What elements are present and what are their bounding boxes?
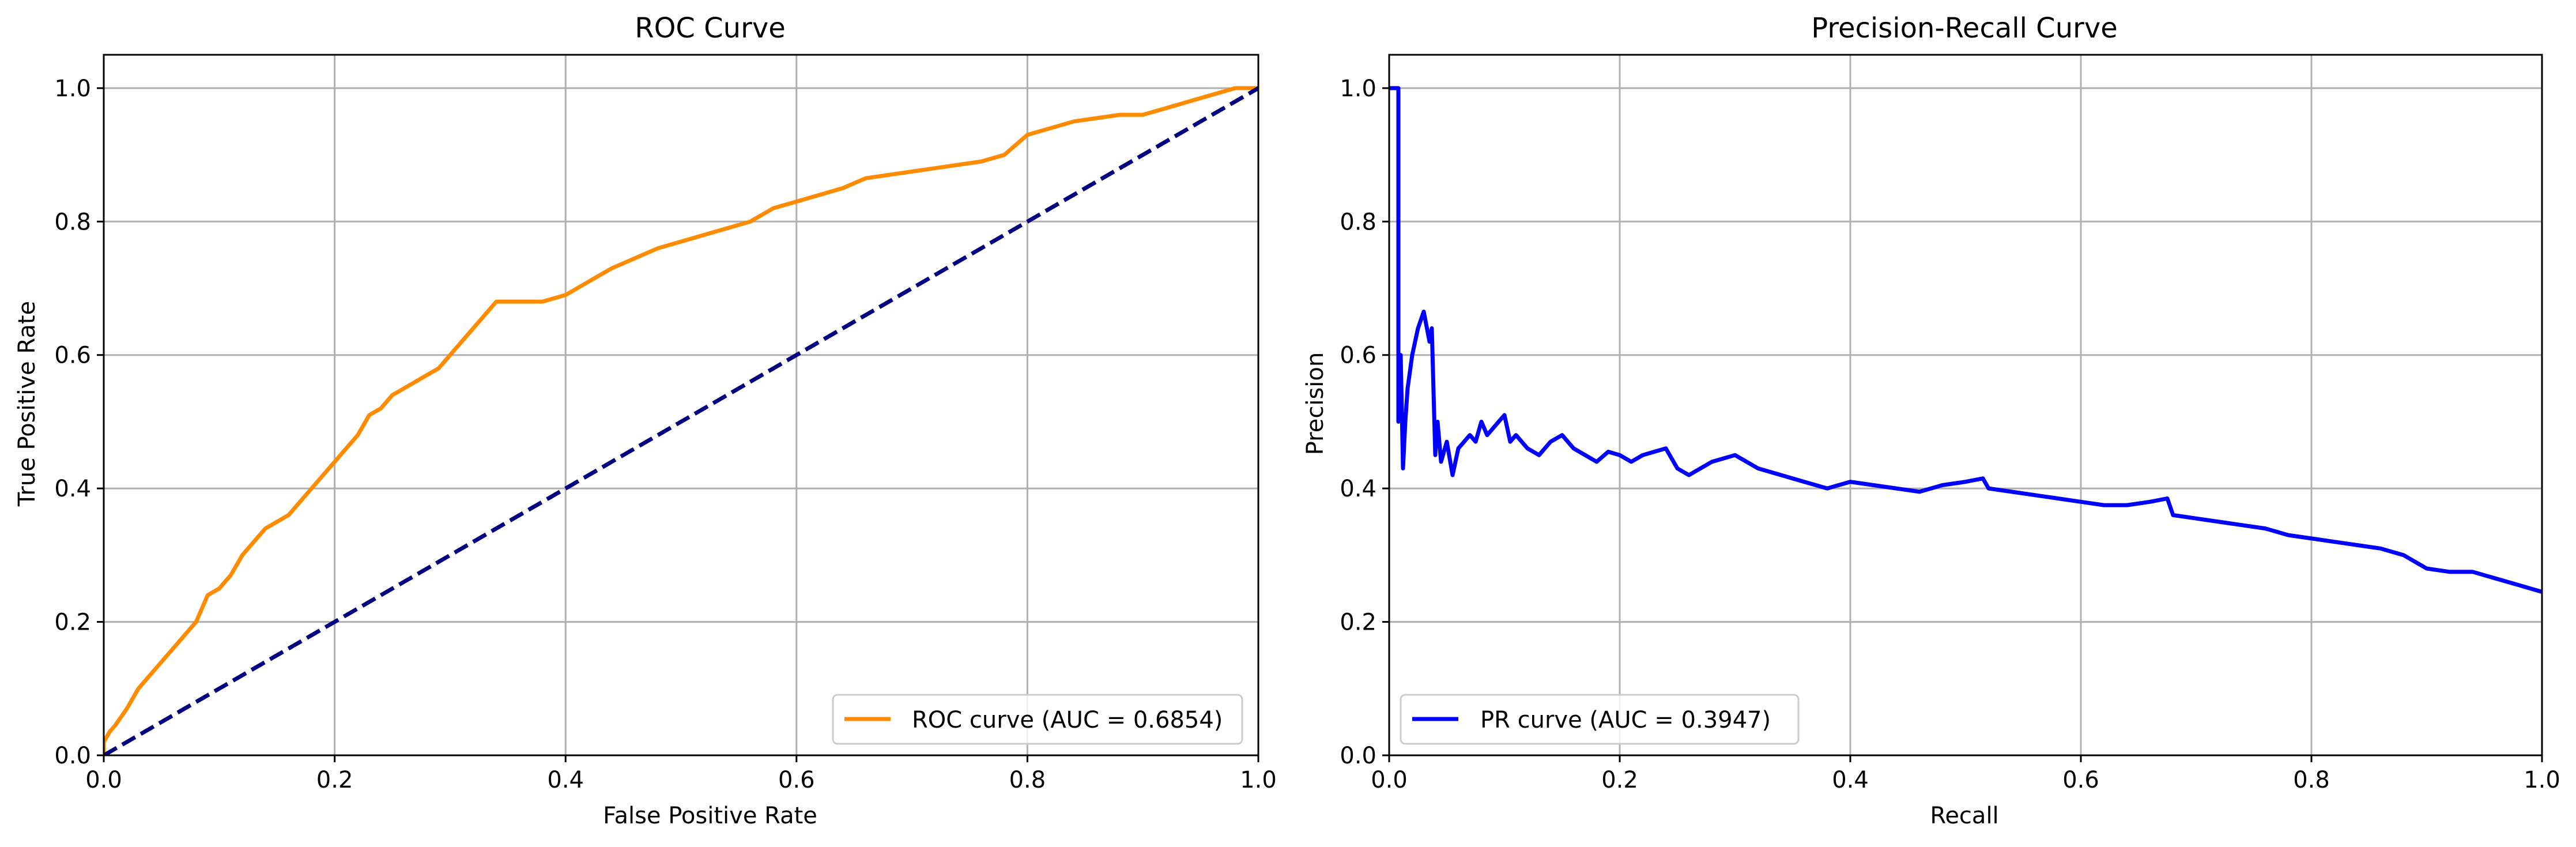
roc-series-group bbox=[104, 86, 1258, 755]
roc-y-axis-label: True Positive Rate bbox=[14, 301, 40, 507]
roc-x-tick-label: 0.4 bbox=[547, 767, 584, 793]
pr-legend-box bbox=[1400, 694, 1800, 745]
roc-legend-label: ROC curve (AUC = 0.6854) bbox=[912, 707, 1223, 733]
roc-legend: ROC curve (AUC = 0.6854) bbox=[832, 694, 1243, 745]
pr-x-tick-label: 0.2 bbox=[1601, 767, 1638, 793]
pr-y-tick-label: 0.0 bbox=[1340, 743, 1376, 769]
roc-x-tick-label: 0.8 bbox=[1009, 767, 1046, 793]
roc-x-tick-label: 0.6 bbox=[778, 767, 815, 793]
roc-y-tick-label: 1.0 bbox=[54, 76, 91, 102]
roc-panel: ROC Curve 0.0 0.2 0.4 0.6 0.8 1.0 0.0 0.2 0.4 0.6… bbox=[14, 12, 1277, 829]
roc-plot-area: 0.0 0.2 0.4 0.6 0.8 1.0 0.0 0.2 0.4 0.6 0.8 1.0 bbox=[54, 54, 1277, 793]
roc-x-tick-label: 0.0 bbox=[85, 767, 122, 793]
roc-title: ROC Curve bbox=[635, 12, 786, 44]
roc-y-tick-label: 0.2 bbox=[54, 609, 91, 636]
pr-y-axis-label: Precision bbox=[1302, 352, 1329, 455]
pr-series-line-0 bbox=[1389, 86, 2542, 594]
pr-y-tick-label: 0.2 bbox=[1340, 609, 1376, 636]
roc-y-tick-label: 0.6 bbox=[54, 342, 91, 369]
roc-x-tick-label: 1.0 bbox=[1240, 767, 1277, 793]
pr-ticks: 0.0 0.2 0.4 0.6 0.8 1.0 0.0 0.2 0.4 0.6 0.8 1.0 bbox=[1340, 76, 2560, 793]
pr-panel: Precision-Recall Curve 0.0 0.2 0.4 0.6 0.8 1.… bbox=[1302, 12, 2560, 829]
pr-series-group bbox=[1389, 86, 2542, 594]
roc-series-line-1 bbox=[104, 86, 1258, 755]
pr-legend-label: PR curve (AUC = 0.3947) bbox=[1480, 707, 1771, 733]
pr-y-tick-label: 0.4 bbox=[1340, 476, 1376, 502]
pr-x-tick-label: 0.8 bbox=[2293, 767, 2330, 793]
pr-grid bbox=[1388, 55, 2543, 756]
pr-y-tick-label: 0.6 bbox=[1340, 342, 1376, 369]
roc-series-line-0 bbox=[104, 86, 1258, 755]
roc-grid bbox=[103, 55, 1259, 756]
pr-plot-area: 0.0 0.2 0.4 0.6 0.8 1.0 0.0 0.2 0.4 0.6 0.8 1.0 bbox=[1340, 54, 2560, 793]
roc-y-tick-label: 0.8 bbox=[54, 209, 91, 235]
pr-x-tick-label: 0.6 bbox=[2062, 767, 2099, 793]
pr-x-axis-label: Recall bbox=[1930, 803, 1998, 829]
pr-x-tick-label: 0.4 bbox=[1832, 767, 1869, 793]
pr-axes-frame bbox=[1388, 54, 2543, 756]
pr-y-tick-label: 1.0 bbox=[1340, 76, 1376, 102]
pr-y-tick-label: 0.8 bbox=[1340, 209, 1376, 235]
pr-title: Precision-Recall Curve bbox=[1811, 12, 2118, 44]
roc-x-axis-label: False Positive Rate bbox=[603, 803, 817, 829]
pr-x-tick-label: 1.0 bbox=[2524, 767, 2560, 793]
roc-axes-frame bbox=[103, 54, 1259, 756]
pr-legend: PR curve (AUC = 0.3947) bbox=[1400, 694, 1800, 745]
roc-x-tick-label: 0.2 bbox=[316, 767, 353, 793]
roc-y-tick-label: 0.0 bbox=[54, 743, 91, 769]
roc-legend-box bbox=[832, 694, 1243, 745]
pr-x-tick-label: 0.0 bbox=[1371, 767, 1408, 793]
roc-ticks: 0.0 0.2 0.4 0.6 0.8 1.0 0.0 0.2 0.4 0.6 0.8 1.0 bbox=[54, 76, 1276, 793]
roc-y-tick-label: 0.4 bbox=[54, 476, 91, 502]
